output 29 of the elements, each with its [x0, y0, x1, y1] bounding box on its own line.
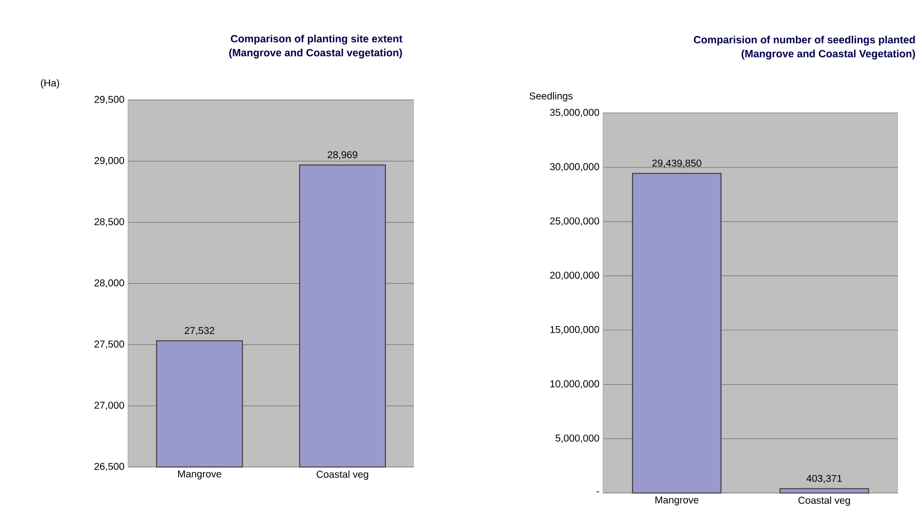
chart-subtitle: (Mangrove and Coastal Vegetation) — [742, 50, 915, 60]
y-tick-label: 28,500 — [94, 218, 124, 226]
y-axis-title: Seedlings — [530, 92, 573, 102]
y-tick-label: 5,000,000 — [556, 434, 600, 443]
y-tick-label: 15,000,000 — [550, 326, 600, 334]
y-tick-label: 28,000 — [94, 279, 124, 288]
y-tick-label: 29,000 — [94, 157, 124, 166]
chart-title: Comparision of number of seedlings planted — [694, 36, 915, 46]
y-tick-label: 27,500 — [94, 340, 124, 349]
y-tick-label: 27,000 — [94, 402, 124, 410]
y-tick-label: 20,000,000 — [550, 272, 600, 280]
y-tick-label: 25,000,000 — [550, 217, 600, 226]
y-tick-label: - — [596, 491, 600, 492]
y-axis-title: (Ha) — [40, 79, 60, 88]
x-tick-label: Coastal veg — [798, 496, 850, 506]
data-label: 29,439,850 — [652, 160, 702, 168]
data-label: 28,969 — [328, 151, 358, 160]
x-tick-label: Mangrove — [655, 496, 698, 506]
data-label: 403,371 — [806, 474, 842, 484]
y-tick-label: 29,500 — [94, 96, 124, 104]
data-label: 27,532 — [184, 326, 214, 336]
y-tick-label: 26,500 — [94, 462, 124, 472]
chart-title: Comparison of planting site extent — [230, 34, 402, 45]
x-tick-label: Mangrove — [178, 470, 222, 480]
y-tick-label: 30,000,000 — [550, 163, 600, 172]
y-tick-label: 10,000,000 — [550, 380, 600, 389]
chart-subtitle: (Mangrove and Coastal vegetation) — [229, 48, 402, 58]
x-tick-label: Coastal veg — [316, 470, 368, 480]
y-tick-label: 35,000,000 — [550, 108, 600, 118]
